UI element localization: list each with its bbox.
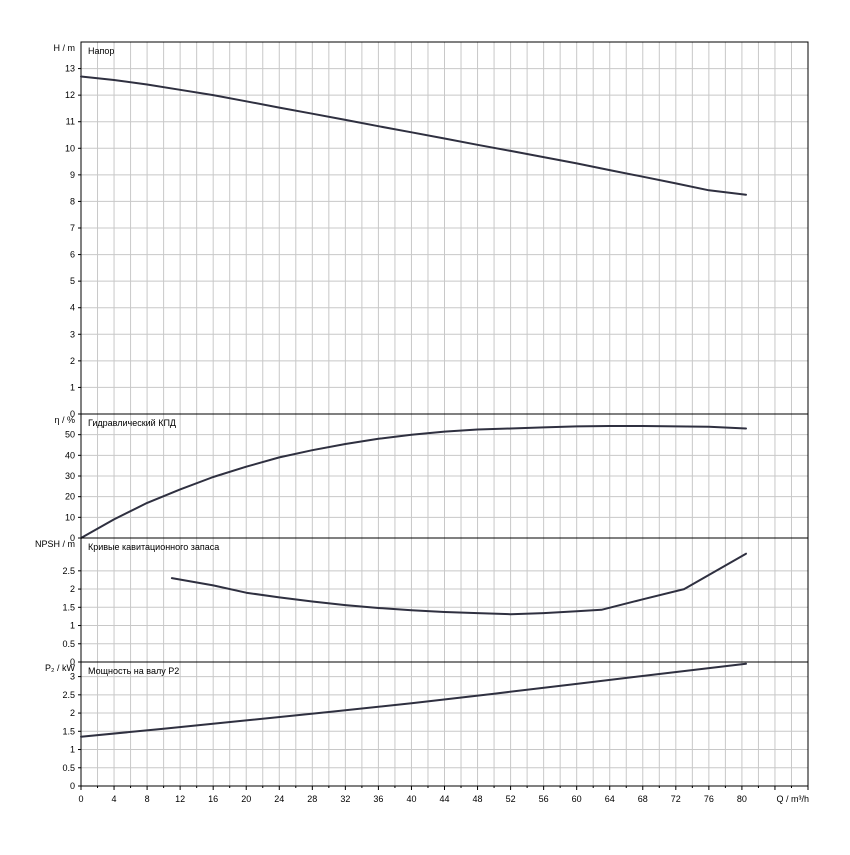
y-tick-label: 1 <box>70 745 75 755</box>
x-tick-label: 56 <box>539 794 549 804</box>
y-tick-label: 30 <box>65 471 75 481</box>
curve-npsh <box>170 552 747 616</box>
x-tick-label: 52 <box>506 794 516 804</box>
y-tick-label: 8 <box>70 196 75 206</box>
curve-head <box>80 75 747 196</box>
y-tick-label: 11 <box>66 117 75 127</box>
x-tick-label: 32 <box>340 794 350 804</box>
x-tick-label: 8 <box>145 794 150 804</box>
y-tick-label: 10 <box>65 512 75 522</box>
y-tick-label: 4 <box>70 303 75 313</box>
x-tick-label: 36 <box>373 794 383 804</box>
x-axis-label: Q / m³/h <box>776 794 809 804</box>
y-tick-label: 2 <box>70 708 75 718</box>
y-tick-label: 3 <box>70 329 75 339</box>
panel-title-head: Напор <box>88 46 114 56</box>
x-tick-label: 0 <box>78 794 83 804</box>
y-axis-label-power: P₂ / kW <box>45 663 75 673</box>
y-tick-label: 1 <box>70 382 75 392</box>
x-tick-label: 76 <box>704 794 714 804</box>
y-axis-label-efficiency: η / % <box>54 415 75 425</box>
y-tick-label: 5 <box>70 276 75 286</box>
y-axis-label-npsh: NPSH / m <box>35 539 75 549</box>
y-tick-label: 6 <box>70 250 75 260</box>
curve-efficiency <box>80 425 747 539</box>
curve-power <box>80 662 747 738</box>
x-tick-label: 48 <box>473 794 483 804</box>
y-tick-label: 20 <box>65 492 75 502</box>
x-tick-label: 12 <box>175 794 185 804</box>
y-tick-label: 1 <box>70 621 75 631</box>
x-tick-label: 64 <box>605 794 615 804</box>
x-tick-label: 16 <box>208 794 218 804</box>
x-tick-label: 80 <box>737 794 747 804</box>
x-tick-label: 4 <box>112 794 117 804</box>
y-tick-label: 2 <box>70 584 75 594</box>
panel-title-npsh: Кривые кавитационного запаса <box>88 542 219 552</box>
panel-title-power: Мощность на валу P2 <box>88 666 179 676</box>
y-tick-label: 40 <box>65 450 75 460</box>
y-tick-label: 13 <box>65 64 75 74</box>
y-tick-label: 9 <box>70 170 75 180</box>
x-tick-label: 28 <box>307 794 317 804</box>
x-tick-label: 24 <box>274 794 284 804</box>
y-tick-label: 2.5 <box>62 690 75 700</box>
x-tick-label: 60 <box>572 794 582 804</box>
y-tick-label: 0.5 <box>62 763 75 773</box>
x-tick-label: 44 <box>439 794 449 804</box>
y-axis-label-head: H / m <box>54 43 76 53</box>
x-tick-label: 72 <box>671 794 681 804</box>
y-tick-label: 0.5 <box>62 639 75 649</box>
y-tick-label: 12 <box>65 90 75 100</box>
x-tick-label: 20 <box>241 794 251 804</box>
y-tick-label: 0 <box>70 533 75 543</box>
y-tick-label: 1.5 <box>62 726 75 736</box>
panel-title-efficiency: Гидравлический КПД <box>88 418 176 428</box>
y-tick-label: 1.5 <box>62 602 75 612</box>
y-tick-label: 0 <box>70 781 75 791</box>
y-tick-label: 0 <box>70 657 75 667</box>
y-tick-label: 50 <box>65 430 75 440</box>
y-tick-label: 2 <box>70 356 75 366</box>
y-tick-label: 7 <box>70 223 75 233</box>
y-tick-label: 2.5 <box>62 566 75 576</box>
y-tick-label: 0 <box>70 409 75 419</box>
y-tick-label: 10 <box>65 143 75 153</box>
x-tick-label: 68 <box>638 794 648 804</box>
y-tick-label: 3 <box>70 672 75 682</box>
x-tick-label: 40 <box>406 794 416 804</box>
